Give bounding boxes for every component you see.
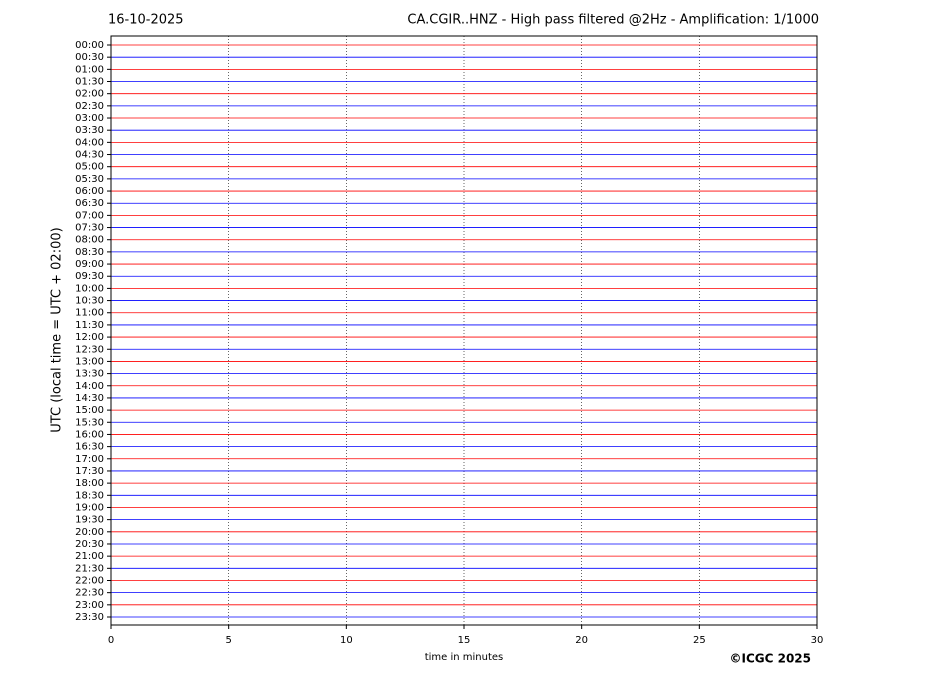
y-tick-label: 02:30 — [75, 101, 104, 112]
y-tick-label: 08:00 — [75, 235, 104, 246]
y-tick-label: 07:30 — [75, 223, 104, 234]
y-tick-label: 16:30 — [75, 442, 104, 453]
y-tick-label: 20:00 — [75, 527, 104, 538]
y-tick-label: 13:30 — [75, 369, 104, 380]
y-tick-label: 07:00 — [75, 210, 104, 221]
y-tick-label: 23:00 — [75, 600, 104, 611]
y-tick-label: 02:00 — [75, 89, 104, 100]
y-tick-label: 12:00 — [75, 332, 104, 343]
y-tick-label: 11:30 — [75, 320, 104, 331]
y-tick-label: 22:30 — [75, 588, 104, 599]
y-tick-label: 09:00 — [75, 259, 104, 270]
date: 16-10-2025 — [108, 13, 184, 28]
y-tick-label: 05:30 — [75, 174, 104, 185]
x-tick-label: 5 — [225, 635, 231, 646]
y-axis-label: UTC (local time = UTC + 02:00) — [50, 227, 65, 432]
y-tick-label: 04:00 — [75, 137, 104, 148]
plot-frame — [110, 35, 818, 626]
y-tick-label: 10:30 — [75, 296, 104, 307]
x-axis-label: time in minutes — [425, 652, 504, 663]
chart-title: CA.CGIR..HNZ - High pass filtered @2Hz -… — [407, 13, 819, 28]
y-tick-label: 08:30 — [75, 247, 104, 258]
y-tick-label: 20:30 — [75, 539, 104, 550]
y-tick-label: 01:00 — [75, 64, 104, 75]
y-tick-label: 00:00 — [75, 40, 104, 51]
y-tick-label: 18:00 — [75, 478, 104, 489]
y-tick-label: 03:00 — [75, 113, 104, 124]
x-tick-label: 15 — [458, 635, 471, 646]
x-tick-label: 10 — [340, 635, 353, 646]
y-tick-label: 09:30 — [75, 271, 104, 282]
y-tick-label: 06:00 — [75, 186, 104, 197]
x-tick-label: 20 — [575, 635, 588, 646]
copyright: ©ICGC 2025 — [729, 652, 811, 666]
y-tick-label: 04:30 — [75, 150, 104, 161]
y-tick-label: 14:30 — [75, 393, 104, 404]
y-tick-label: 10:00 — [75, 283, 104, 294]
y-tick-label: 15:30 — [75, 417, 104, 428]
y-tick-label: 15:00 — [75, 405, 104, 416]
y-tick-label: 18:30 — [75, 490, 104, 501]
y-tick-label: 22:00 — [75, 575, 104, 586]
y-tick-label: 21:30 — [75, 563, 104, 574]
y-tick-label: 12:30 — [75, 344, 104, 355]
y-tick-label: 05:00 — [75, 162, 104, 173]
y-tick-label: 11:00 — [75, 308, 104, 319]
y-tick-label: 23:30 — [75, 612, 104, 623]
x-tick-label: 0 — [108, 635, 114, 646]
y-tick-label: 06:30 — [75, 198, 104, 209]
y-tick-label: 14:00 — [75, 381, 104, 392]
y-tick-label: 13:00 — [75, 356, 104, 367]
y-tick-label: 00:30 — [75, 52, 104, 63]
y-tick-label: 21:00 — [75, 551, 104, 562]
y-tick-label: 03:30 — [75, 125, 104, 136]
x-tick-label: 30 — [811, 635, 824, 646]
y-tick-label: 16:00 — [75, 429, 104, 440]
y-tick-label: 19:30 — [75, 515, 104, 526]
y-tick-label: 17:00 — [75, 454, 104, 465]
y-tick-label: 01:30 — [75, 77, 104, 88]
x-tick-label: 25 — [693, 635, 706, 646]
y-tick-label: 17:30 — [75, 466, 104, 477]
y-tick-label: 19:00 — [75, 502, 104, 513]
